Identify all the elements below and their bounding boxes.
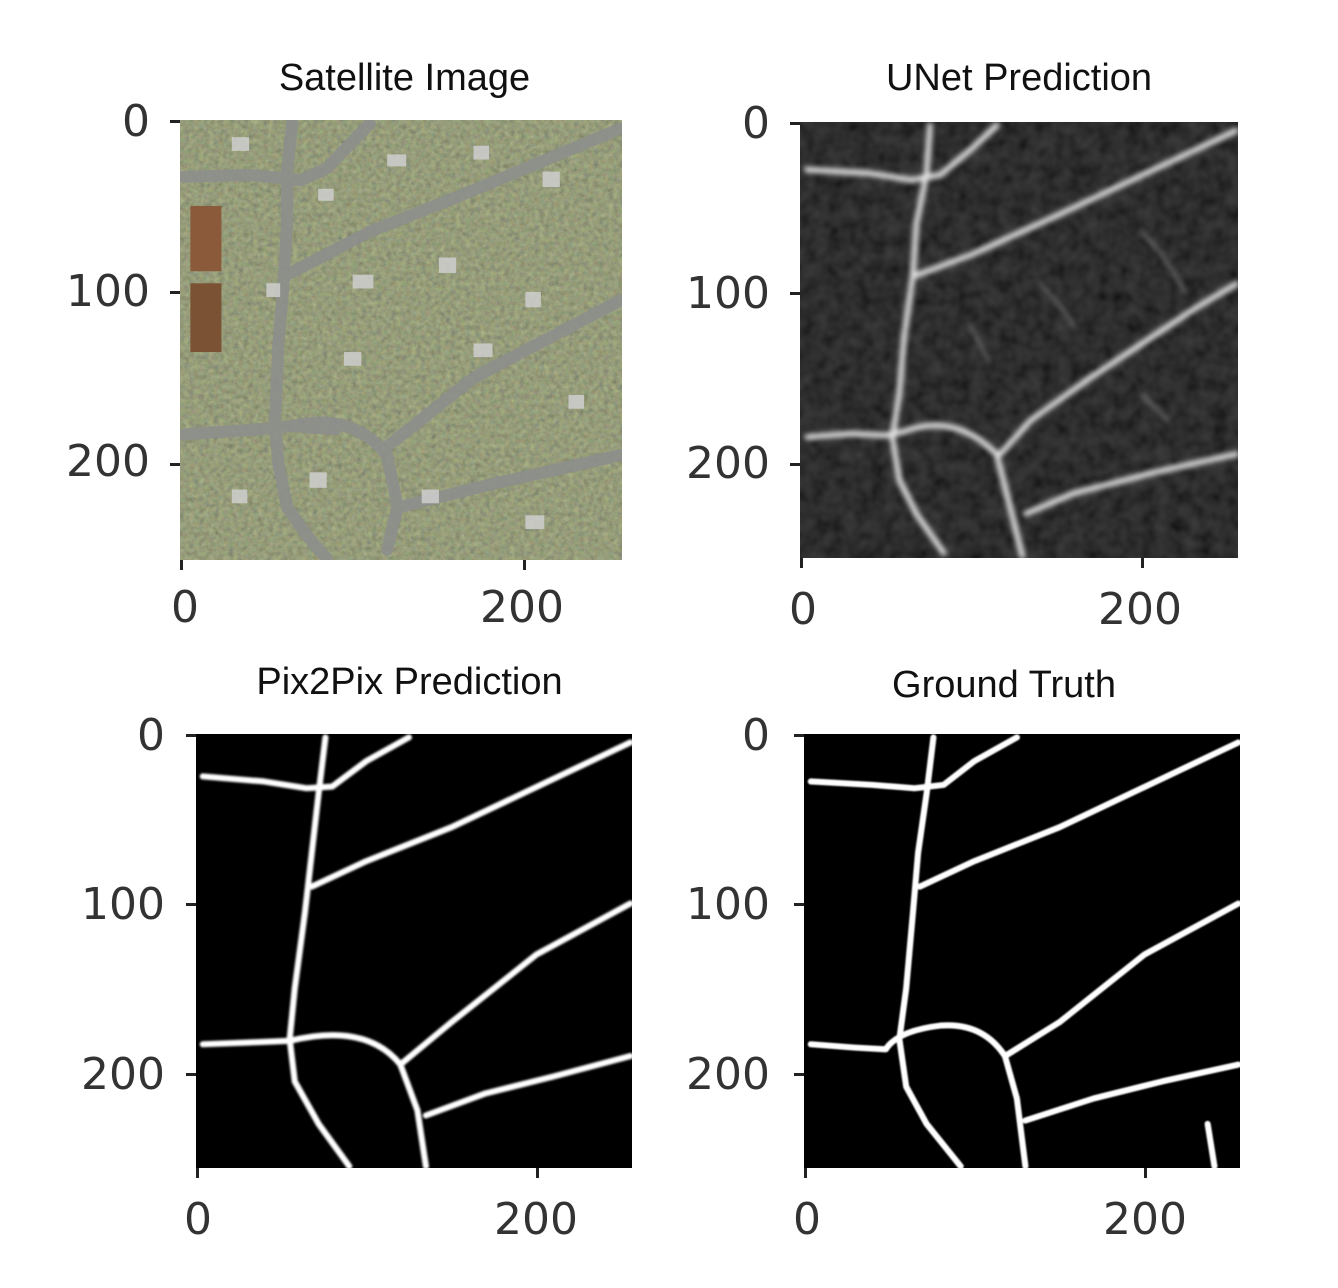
y-tick-mark (186, 903, 196, 906)
panel-title: Pix2Pix Prediction (256, 661, 563, 703)
x-tick-label: 0 (171, 582, 199, 633)
x-tick-mark (1144, 1168, 1147, 1178)
y-tick-label: 200 (686, 438, 770, 489)
x-tick-mark (180, 560, 183, 570)
y-tick-mark (790, 292, 800, 295)
y-tick-label: 0 (742, 98, 770, 149)
y-tick-label: 100 (81, 879, 165, 930)
panel-satellite: Satellite Image (0, 0, 669, 644)
x-tick-label: 200 (1098, 584, 1182, 635)
y-tick-mark (790, 463, 800, 466)
y-tick-mark (794, 903, 804, 906)
y-tick-mark (186, 1073, 196, 1076)
x-tick-label: 200 (480, 582, 564, 633)
x-tick-label: 0 (789, 584, 817, 635)
x-tick-label: 200 (494, 1194, 578, 1245)
y-tick-label: 100 (66, 266, 150, 317)
y-tick-mark (170, 120, 180, 123)
y-tick-label: 100 (686, 879, 770, 930)
x-tick-mark (523, 560, 526, 570)
x-tick-label: 0 (793, 1194, 821, 1245)
panel-title: Ground Truth (892, 664, 1116, 706)
y-tick-label: 0 (742, 710, 770, 761)
panel-pix2pix: Pix2Pix Prediction 0 100 200 0 (81, 661, 632, 1245)
y-tick-label: 100 (686, 268, 770, 319)
pix2pix-prediction-mask (196, 734, 632, 1168)
y-tick-mark (794, 1073, 804, 1076)
x-tick-label: 0 (184, 1194, 212, 1245)
satellite-image (180, 120, 622, 560)
y-tick-mark (170, 291, 180, 294)
x-tick-mark (800, 558, 803, 568)
unet-prediction-mask (800, 122, 1238, 558)
y-tick-label: 200 (686, 1049, 770, 1100)
y-tick-mark (170, 463, 180, 466)
x-tick-mark (804, 1168, 807, 1178)
x-tick-mark (1141, 558, 1144, 568)
panel-title: Satellite Image (278, 57, 531, 99)
x-tick-mark (536, 1168, 539, 1178)
y-tick-mark (790, 122, 800, 125)
ground-truth-mask (804, 734, 1240, 1168)
x-tick-label: 200 (1103, 1194, 1187, 1245)
y-tick-mark (794, 734, 804, 737)
y-tick-mark (186, 734, 196, 737)
panel-title: UNet Prediction (885, 57, 1153, 99)
y-tick-label: 0 (137, 710, 165, 761)
x-tick-mark (196, 1168, 199, 1178)
y-tick-label: 0 (122, 96, 150, 147)
y-tick-label: 200 (81, 1049, 165, 1100)
y-tick-label: 200 (66, 436, 150, 487)
panel-unet: UNet Prediction (686, 57, 1238, 635)
